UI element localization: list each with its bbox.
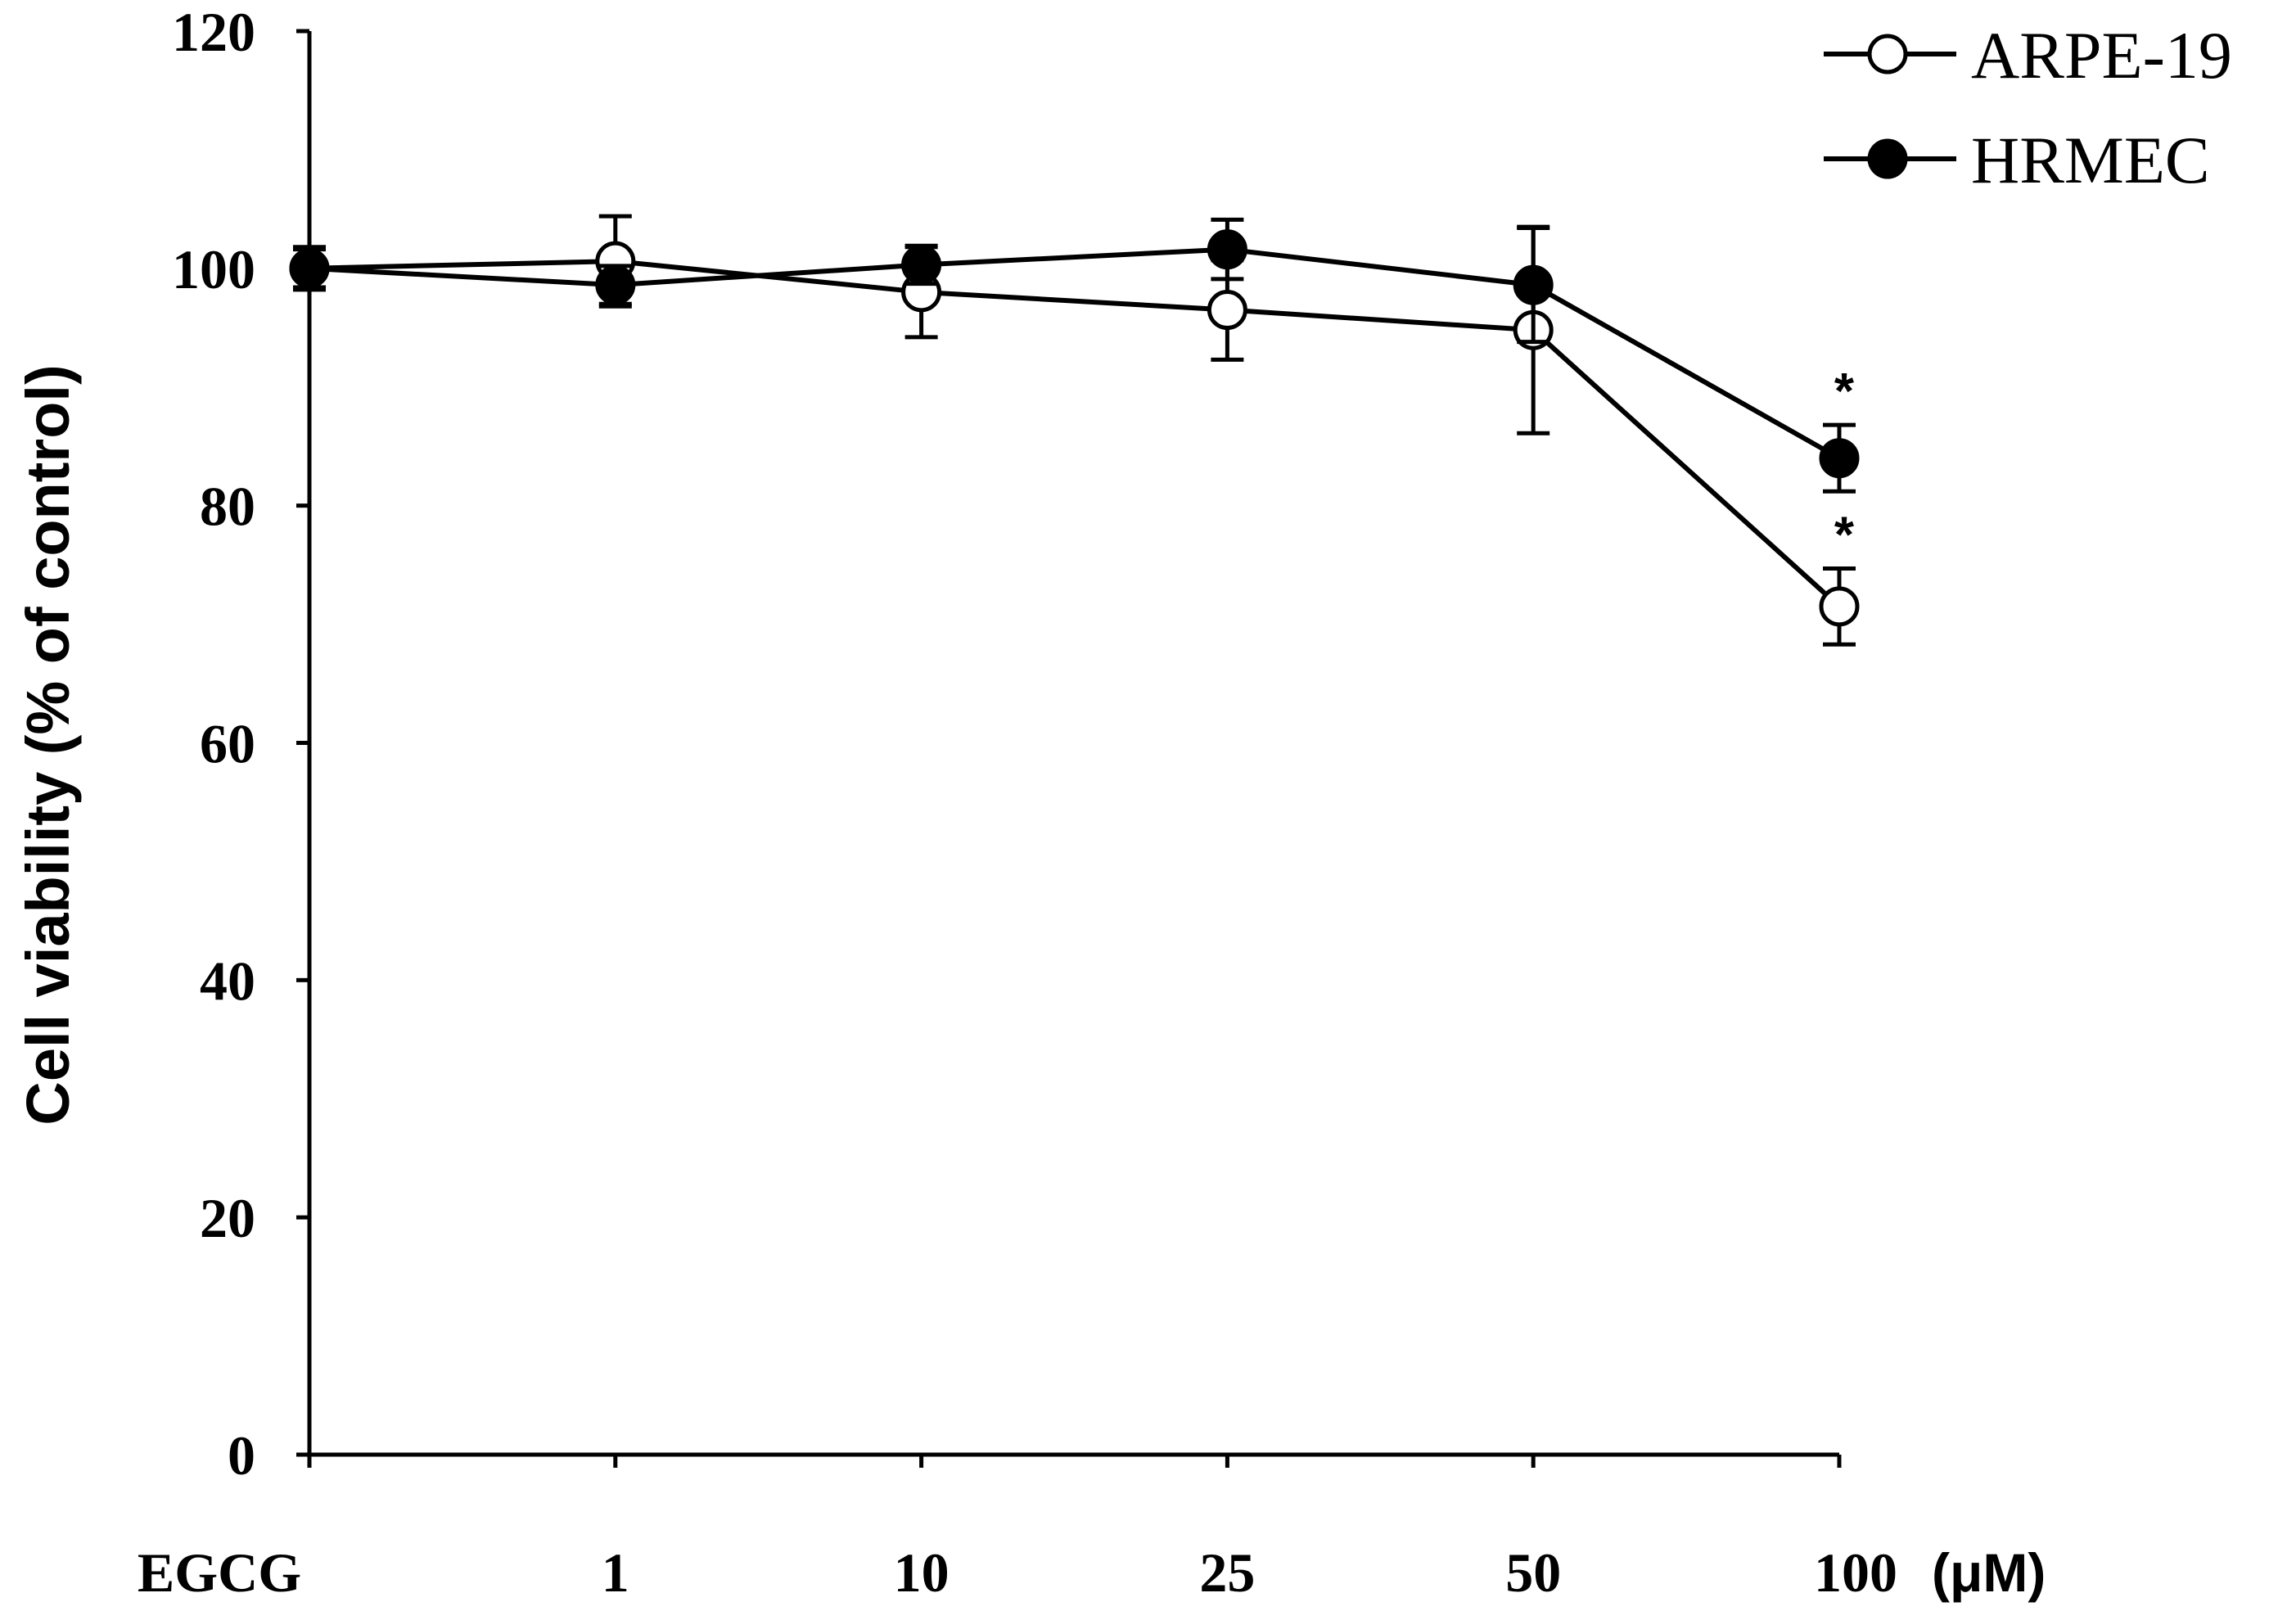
significance-star: * [1834, 507, 1855, 563]
significance-star: * [1834, 363, 1855, 420]
legend-item: ARPE-19 [1824, 18, 2232, 93]
data-point [1207, 229, 1247, 270]
y-tick-label: 20 [200, 1187, 255, 1249]
data-point [901, 244, 942, 285]
x-ticks: EGCG 1 10 25 50 100 [138, 1455, 1897, 1604]
data-point [1819, 438, 1860, 479]
x-tick-label: 25 [1199, 1541, 1255, 1604]
legend-label: HRMEC [1971, 123, 2210, 197]
series-line [309, 246, 1841, 461]
data-point [1207, 290, 1247, 331]
y-tick-label: 80 [200, 476, 255, 538]
x-tick-label: 100 [1814, 1541, 1897, 1604]
y-tick-label: 120 [172, 1, 255, 63]
x-axis: EGCG 1 10 25 50 100 [138, 1452, 1897, 1604]
x-unit-label: (μM) [1932, 1542, 2046, 1603]
y-ticks: 0 20 40 60 80 100 120 [172, 1, 309, 1487]
data-point [1513, 264, 1554, 305]
x-tick-label: 1 [602, 1541, 629, 1604]
legend-label: ARPE-19 [1971, 18, 2232, 93]
y-tick-label: 40 [200, 950, 255, 1012]
data-point [595, 264, 636, 305]
series-line [309, 259, 1842, 609]
legend-item: HRMEC [1824, 123, 2210, 197]
series-hrmec: * [289, 217, 1860, 494]
y-axis: 0 20 40 60 80 100 120 [172, 1, 312, 1487]
x-tick-label: EGCG [138, 1541, 301, 1604]
x-tick-label: 50 [1505, 1541, 1561, 1604]
y-tick-label: 60 [200, 713, 255, 775]
data-point [289, 248, 330, 289]
y-axis-title: Cell viability (% of control) [14, 364, 82, 1125]
legend: ARPE-19 HRMEC [1824, 18, 2232, 197]
x-tick-label: 10 [894, 1541, 950, 1604]
legend-marker [1867, 34, 1908, 74]
data-point [1819, 586, 1860, 627]
y-tick-label: 100 [172, 238, 255, 300]
series-layer: ** [289, 214, 1860, 647]
y-tick-label: 0 [228, 1424, 255, 1487]
legend-marker [1867, 138, 1908, 179]
